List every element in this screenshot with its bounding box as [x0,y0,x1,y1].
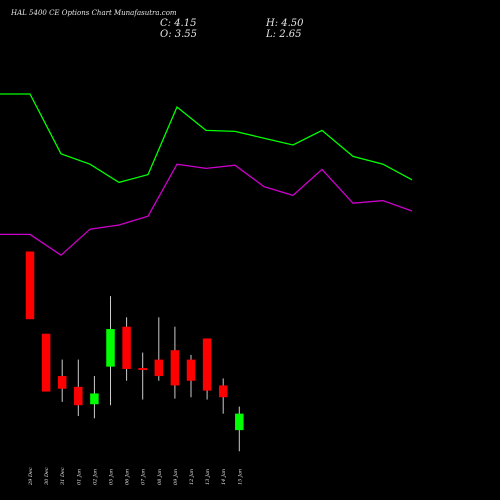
candle-body [106,329,115,367]
x-tick-label: 15 Jan [237,469,243,485]
x-tick-label: 05 Jan [109,469,115,485]
x-tick-label: 13 Jan [205,469,211,485]
candle-body [122,326,131,369]
candle-body [218,385,228,398]
x-tick-label: 02 Jan [92,469,98,485]
x-tick-label: 12 Jan [189,469,195,485]
open-value: O: 3.55 [160,29,198,40]
candle-body [74,386,83,406]
x-tick-label: 09 Jan [173,469,179,485]
x-tick-label: 29 Dec [28,467,34,486]
x-tick-label: 14 Jan [221,469,227,485]
candle-body [154,359,164,377]
close-value: C: 4.15 [160,18,197,29]
candle-body [25,251,35,320]
candle-body [186,359,196,381]
candle-body [170,350,180,386]
candle-body [57,376,67,389]
low-value: L: 2.65 [266,29,302,40]
candle-body [235,413,244,431]
x-tick-label: 07 Jan [141,469,147,485]
x-tick-label: 31 Dec [60,467,66,485]
x-tick-label: 06 Jan [125,469,131,485]
candle-body [138,368,147,371]
high-value: H: 4.50 [266,18,304,29]
candle-body [90,393,99,405]
lower-band-line [0,163,413,257]
x-tick-label: 01 Jan [76,469,82,485]
upper-band-line [0,93,413,184]
candle-body [202,338,212,391]
x-tick-label: 08 Jan [157,469,163,485]
chart-title: HAL 5400 CE Options Chart Munafasutra.co… [11,9,177,17]
candle-body [41,333,51,392]
x-tick-label: 30 Dec [44,467,50,485]
